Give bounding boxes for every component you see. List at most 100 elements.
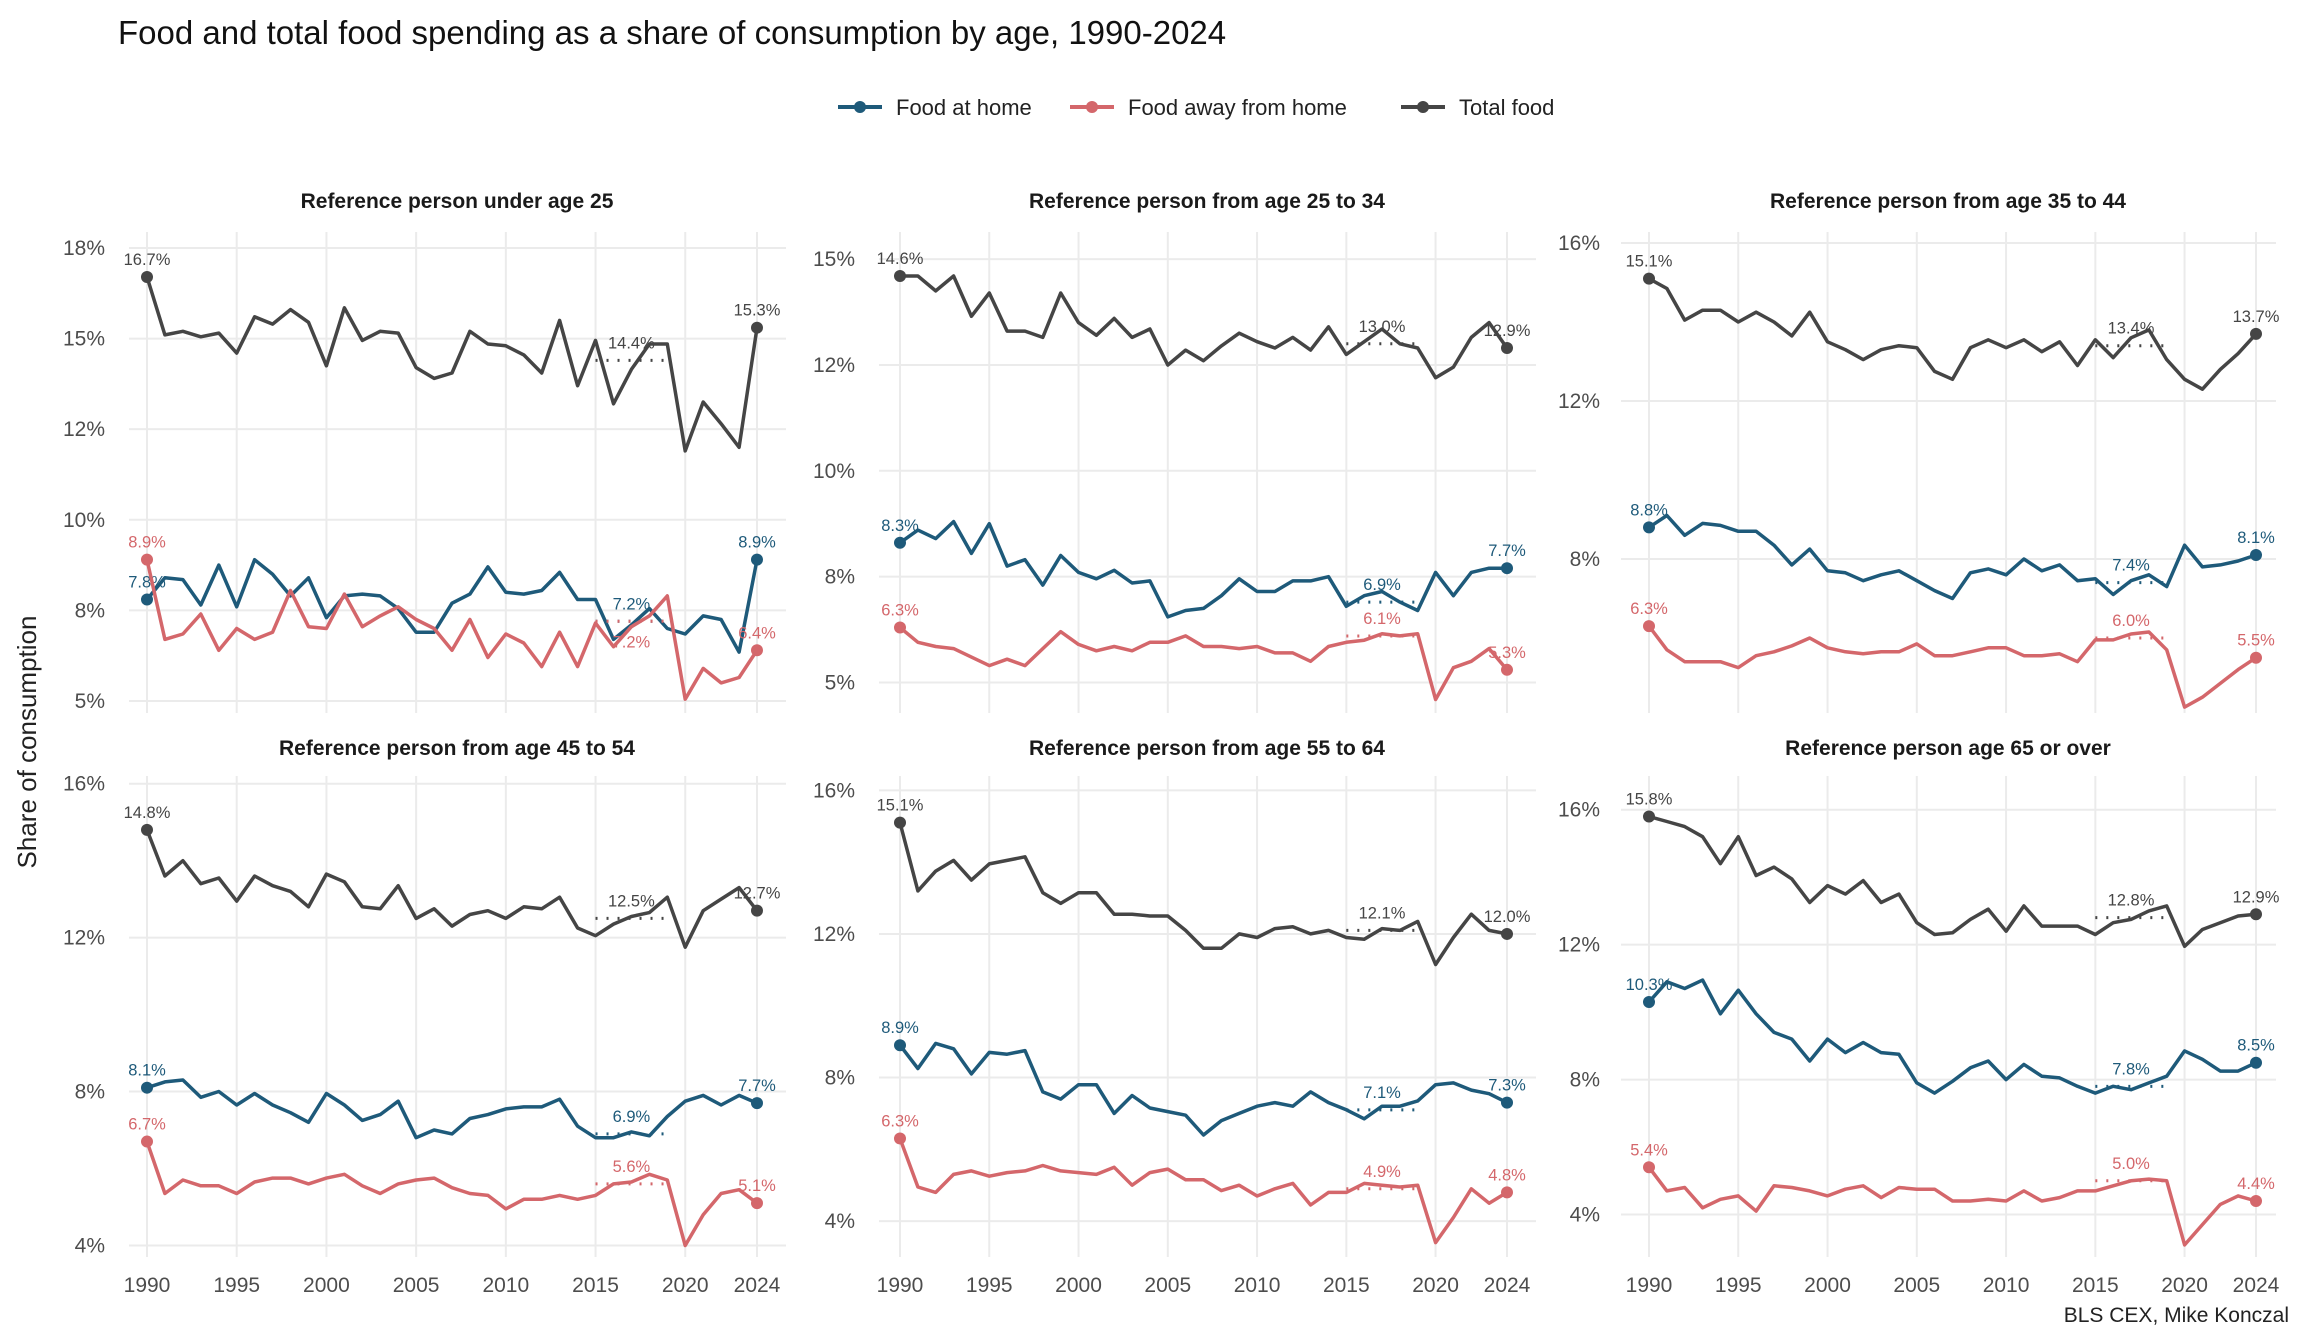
y-tick-label: 8% [825, 1067, 855, 1090]
series-line [146, 1078, 758, 1140]
series-line [1647, 1166, 2257, 1247]
x-tick-label: 1990 [1626, 1274, 1673, 1297]
start-value-label: 15.1% [1626, 253, 1673, 271]
series-line [1647, 625, 2257, 709]
end-point [751, 553, 763, 566]
y-tick-label: 8% [75, 599, 105, 622]
series-food-away-from-home: 5.6% 6.7% 5.1% [128, 1116, 776, 1248]
series-line [145, 1141, 759, 1248]
y-tick-label: 12% [63, 927, 105, 950]
x-tick-label: 2010 [1983, 1274, 2030, 1297]
series-line [145, 557, 759, 654]
legend-label: Total food [1459, 95, 1554, 120]
series-total-food: 12.8% 15.8% 12.9% [1626, 790, 2280, 949]
legend: Food at home Food away from home Total foo… [838, 95, 1554, 120]
start-value-label: 6.3% [1630, 600, 1668, 618]
average-label: 13.4% [2108, 320, 2155, 338]
series-total-food: 14.4% 16.7% 15.3% [124, 251, 781, 453]
y-tick-label: 10% [63, 509, 105, 532]
end-value-label: 7.3% [1488, 1077, 1526, 1095]
x-tick-label: 2005 [1144, 1274, 1191, 1297]
start-point [141, 593, 153, 606]
end-point [2250, 908, 2262, 921]
y-tick-label: 18% [63, 237, 105, 260]
x-tick-label: 2005 [1893, 1274, 1940, 1297]
average-label: 12.8% [2108, 892, 2155, 910]
average-label: 14.4% [608, 334, 655, 352]
caption: BLS CEX, Mike Konczal [2064, 1304, 2289, 1327]
start-point [141, 1135, 153, 1148]
average-label: 6.0% [2112, 612, 2150, 630]
y-tick-label: 16% [1558, 799, 1600, 822]
panel-title: Reference person from age 55 to 64 [1029, 737, 1385, 760]
x-tick-label: 2000 [1055, 1274, 1102, 1297]
series-food-at-home: 6.9% 8.1% 7.7% [128, 1062, 776, 1140]
end-point [1501, 562, 1513, 575]
average-label: 7.2% [613, 633, 651, 651]
x-tick-label: 1995 [213, 1274, 260, 1297]
series-line [1648, 513, 2257, 601]
start-point [141, 553, 153, 566]
panel-title: Reference person from age 45 to 54 [279, 737, 635, 760]
series-food-at-home: 7.1% 8.9% 7.3% [881, 1019, 1526, 1137]
start-point [141, 270, 153, 283]
y-tick-label: 16% [813, 779, 855, 802]
legend-item[interactable]: Food at home [838, 95, 1032, 120]
start-point [894, 270, 906, 283]
start-point [894, 1039, 906, 1052]
average-label: 7.1% [1363, 1084, 1401, 1102]
start-point [894, 621, 906, 634]
start-point [1643, 810, 1655, 823]
series-line [898, 626, 1509, 702]
start-value-label: 6.3% [881, 1113, 919, 1131]
end-point [751, 321, 763, 334]
x-tick-label: 1995 [966, 1274, 1013, 1297]
legend-item[interactable]: Food away from home [1070, 95, 1347, 120]
series-total-food: 12.5% 14.8% 12.7% [124, 804, 781, 949]
y-tick-label: 8% [1570, 548, 1600, 571]
panel-title: Reference person age 65 or over [1785, 737, 2111, 760]
end-value-label: 15.3% [734, 302, 781, 320]
y-axis-label: Share of consumption [12, 616, 42, 869]
start-value-label: 6.7% [128, 1116, 166, 1134]
facet-panel: Reference person from age 55 to 64 1990 19… [813, 737, 1536, 1297]
end-point [1501, 927, 1513, 940]
legend-item[interactable]: Total food [1401, 95, 1554, 120]
panel-title: Reference person from age 35 to 44 [1770, 190, 2126, 213]
series-food-away-from-home: 6.0% 6.3% 5.5% [1630, 600, 2275, 709]
panel-title: Reference person from age 25 to 34 [1029, 190, 1385, 213]
end-point [2250, 651, 2262, 664]
start-value-label: 14.6% [877, 250, 924, 268]
legend-label: Food at home [896, 95, 1032, 120]
facet-panels: Reference person under age 25 18% 15% 12% 10… [63, 190, 2280, 1297]
start-value-label: 8.1% [128, 1062, 166, 1080]
average-label: 6.1% [1363, 610, 1401, 628]
y-tick-label: 12% [1558, 390, 1600, 413]
series-line [1648, 814, 2257, 949]
start-value-label: 8.3% [881, 517, 919, 535]
series-line [900, 274, 1509, 380]
end-value-label: 6.4% [738, 624, 776, 642]
x-tick-label: 2010 [482, 1274, 529, 1297]
x-tick-label: 2020 [1412, 1274, 1459, 1297]
y-tick-label: 10% [813, 460, 855, 483]
chart-title: Food and total food spending as a share … [118, 14, 1226, 51]
start-value-label: 10.3% [1626, 976, 1673, 994]
end-point [2250, 1195, 2262, 1208]
average-label: 5.0% [2112, 1155, 2150, 1173]
legend-point-swatch [854, 101, 866, 113]
average-label: 4.9% [1363, 1163, 1401, 1181]
start-point [894, 536, 906, 549]
series-food-away-from-home: 7.2% 8.9% 6.4% [128, 534, 776, 701]
y-tick-label: 16% [63, 773, 105, 796]
end-value-label: 8.5% [2237, 1037, 2275, 1055]
x-tick-label: 2024 [734, 1274, 781, 1297]
y-tick-label: 15% [813, 248, 855, 271]
facet-panel: Reference person from age 45 to 54 1990 19… [63, 737, 786, 1297]
average-label: 13.0% [1359, 318, 1406, 336]
legend-point-swatch [1086, 101, 1098, 113]
series-food-at-home: 6.9% 8.3% 7.7% [881, 517, 1526, 619]
average-label: 12.1% [1359, 904, 1406, 922]
end-point [751, 904, 763, 917]
start-point [894, 816, 906, 829]
